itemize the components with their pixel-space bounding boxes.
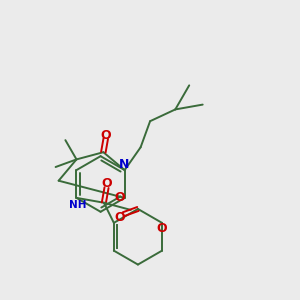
Text: O: O: [114, 211, 125, 224]
Text: O: O: [157, 221, 167, 235]
Text: N: N: [118, 158, 129, 171]
Text: O: O: [114, 191, 125, 204]
Text: O: O: [100, 129, 111, 142]
Text: NH: NH: [69, 200, 86, 210]
Text: O: O: [101, 177, 112, 190]
